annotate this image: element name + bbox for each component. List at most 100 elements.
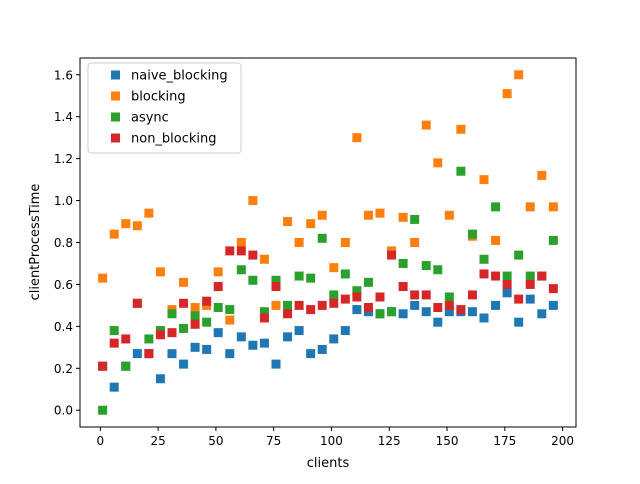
data-point-blocking: [109, 229, 119, 239]
data-point-blocking: [398, 212, 408, 222]
data-point-async: [548, 235, 558, 245]
x-tick-label: 150: [436, 434, 459, 448]
data-point-non_blocking: [491, 271, 501, 281]
data-point-naive_blocking: [202, 344, 212, 354]
data-point-naive_blocking: [155, 374, 165, 384]
data-point-blocking: [375, 208, 385, 218]
data-point-non_blocking: [479, 269, 489, 279]
data-point-async: [283, 300, 293, 310]
legend-marker-naive_blocking: [111, 70, 120, 80]
data-point-blocking: [317, 210, 327, 220]
x-tick-label: 175: [493, 434, 516, 448]
data-point-naive_blocking: [294, 326, 304, 336]
x-tick-label: 25: [150, 434, 165, 448]
data-point-async: [514, 250, 524, 260]
data-point-naive_blocking: [259, 338, 269, 348]
legend: naive_blocking blocking async non_blocking: [87, 62, 242, 154]
data-point-naive_blocking: [340, 326, 350, 336]
data-point-non_blocking: [283, 309, 293, 319]
data-point-naive_blocking: [109, 382, 119, 392]
data-point-blocking: [213, 267, 223, 277]
data-point-non_blocking: [329, 298, 339, 308]
data-point-non_blocking: [132, 298, 142, 308]
data-point-async: [167, 309, 177, 319]
series-async: [98, 166, 558, 415]
data-point-async: [479, 254, 489, 264]
data-point-blocking: [514, 70, 524, 80]
data-point-async: [294, 271, 304, 281]
data-point-blocking: [144, 208, 154, 218]
data-point-async: [144, 334, 154, 344]
data-point-naive_blocking: [444, 307, 454, 317]
data-point-async: [502, 271, 512, 281]
data-point-blocking: [444, 210, 454, 220]
data-point-async: [225, 305, 235, 315]
legend-box: [87, 62, 242, 154]
x-tick-label: 100: [320, 434, 343, 448]
data-point-non_blocking: [155, 330, 165, 340]
y-tick-label: 0.8: [54, 236, 73, 250]
data-point-async: [410, 214, 420, 224]
legend-label-async: async: [131, 111, 169, 126]
data-point-naive_blocking: [190, 342, 200, 352]
data-point-blocking: [537, 170, 547, 180]
data-point-blocking: [352, 133, 362, 143]
data-point-async: [352, 286, 362, 296]
data-point-non_blocking: [259, 313, 269, 323]
data-point-naive_blocking: [502, 288, 512, 298]
data-point-non_blocking: [398, 282, 408, 292]
data-point-non_blocking: [213, 282, 223, 292]
legend-marker-async: [111, 112, 120, 122]
x-tick-label: 0: [97, 434, 105, 448]
data-point-naive_blocking: [179, 359, 189, 369]
data-point-blocking: [525, 202, 535, 212]
data-point-non_blocking: [525, 279, 535, 289]
data-point-async: [456, 166, 466, 176]
data-point-non_blocking: [121, 334, 131, 344]
y-tick-label: 1.0: [54, 194, 73, 208]
data-point-non_blocking: [236, 246, 246, 256]
data-points: [98, 70, 558, 415]
data-point-naive_blocking: [248, 340, 258, 350]
data-point-blocking: [98, 273, 108, 283]
data-point-blocking: [283, 217, 293, 227]
x-tick-label: 50: [208, 434, 223, 448]
data-point-async: [109, 326, 119, 336]
data-point-async: [387, 307, 397, 317]
data-point-blocking: [433, 158, 443, 168]
data-point-blocking: [132, 221, 142, 231]
data-point-async: [340, 269, 350, 279]
x-tick-label: 125: [378, 434, 401, 448]
legend-label-non_blocking: non_blocking: [131, 132, 217, 147]
data-point-blocking: [121, 219, 131, 229]
data-point-blocking: [248, 196, 258, 206]
y-tick-label: 0.4: [54, 320, 73, 334]
data-point-naive_blocking: [514, 317, 524, 327]
data-point-naive_blocking: [433, 317, 443, 327]
data-point-async: [329, 290, 339, 300]
legend-label-naive_blocking: naive_blocking: [131, 69, 228, 84]
x-tick-label: 75: [266, 434, 281, 448]
y-tick-label: 0.6: [54, 278, 73, 292]
data-point-naive_blocking: [352, 305, 362, 315]
data-point-non_blocking: [225, 246, 235, 256]
x-axis-label: clients: [307, 456, 350, 471]
data-point-naive_blocking: [271, 359, 281, 369]
axes: 0 25 50 75 100 125 150 175 200 0.0 0.2 0.4 0.6 0.8 1.0…: [54, 57, 577, 448]
data-point-async: [190, 311, 200, 321]
data-point-async: [98, 405, 108, 415]
data-point-blocking: [410, 238, 420, 247]
data-point-blocking: [190, 302, 200, 312]
data-point-non_blocking: [387, 250, 397, 260]
data-point-naive_blocking: [236, 332, 246, 342]
data-point-non_blocking: [340, 294, 350, 304]
data-point-naive_blocking: [410, 300, 420, 310]
data-point-naive_blocking: [525, 294, 535, 304]
data-point-non_blocking: [421, 290, 431, 300]
data-point-blocking: [456, 124, 466, 134]
data-point-non_blocking: [167, 328, 177, 338]
data-point-naive_blocking: [306, 349, 316, 359]
data-point-non_blocking: [467, 290, 477, 300]
